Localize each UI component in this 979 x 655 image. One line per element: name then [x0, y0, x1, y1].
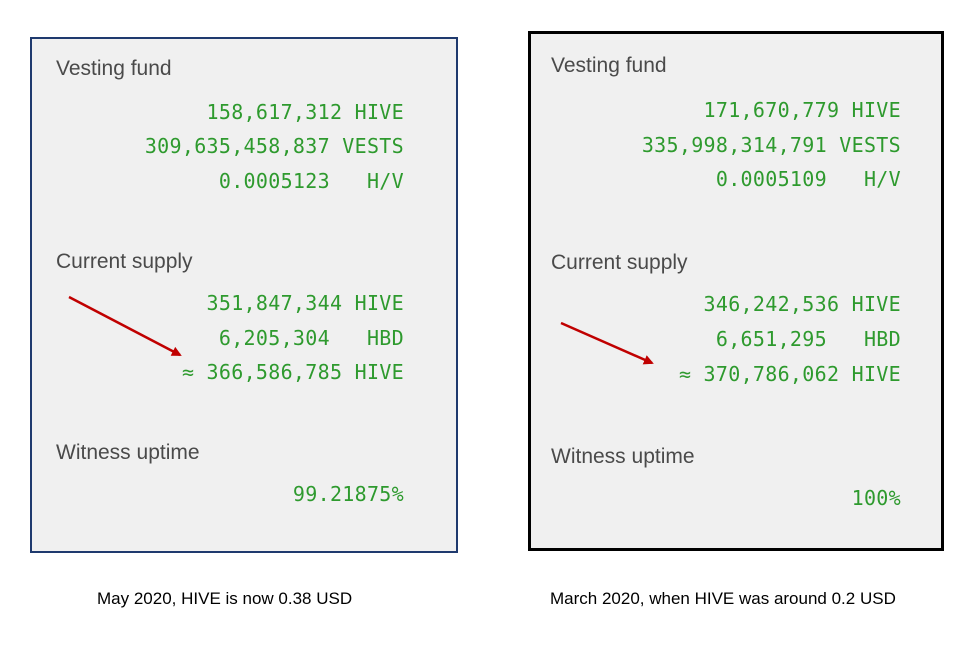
hive-per-vest: 0.0005109 H/V [715, 167, 901, 191]
supply-hbd: 6,651,295 HBD [715, 327, 901, 351]
stats-panel-may-2020: Vesting fund 158,617,312 HIVE 309,635,45… [30, 37, 458, 553]
virtual-supply: ≈ 366,586,785 HIVE [181, 360, 404, 384]
witness-uptime-value: 99.21875% [292, 482, 404, 506]
vesting-fund-vests: 309,635,458,837 VESTS [144, 134, 404, 158]
vesting-fund-label: Vesting fund [551, 54, 667, 77]
vesting-fund-hive: 158,617,312 HIVE [206, 100, 404, 124]
witness-uptime-label: Witness uptime [56, 441, 200, 464]
supply-hbd: 6,205,304 HBD [218, 326, 404, 350]
witness-uptime-value: 100% [851, 486, 901, 510]
stats-panel-march-2020: Vesting fund 171,670,779 HIVE 335,998,31… [528, 31, 944, 551]
witness-uptime-label: Witness uptime [551, 445, 695, 468]
vesting-fund-hive: 171,670,779 HIVE [703, 98, 901, 122]
virtual-supply: ≈ 370,786,062 HIVE [678, 362, 901, 386]
hive-per-vest: 0.0005123 H/V [218, 169, 404, 193]
caption-may-2020: May 2020, HIVE is now 0.38 USD [97, 589, 353, 608]
current-supply-label: Current supply [551, 251, 688, 274]
vesting-fund-label: Vesting fund [56, 57, 172, 80]
vesting-fund-vests: 335,998,314,791 VESTS [641, 133, 901, 157]
current-supply-label: Current supply [56, 250, 193, 273]
supply-hive: 351,847,344 HIVE [206, 291, 404, 315]
caption-march-2020: March 2020, when HIVE was around 0.2 USD [550, 589, 896, 608]
supply-hive: 346,242,536 HIVE [703, 292, 901, 316]
